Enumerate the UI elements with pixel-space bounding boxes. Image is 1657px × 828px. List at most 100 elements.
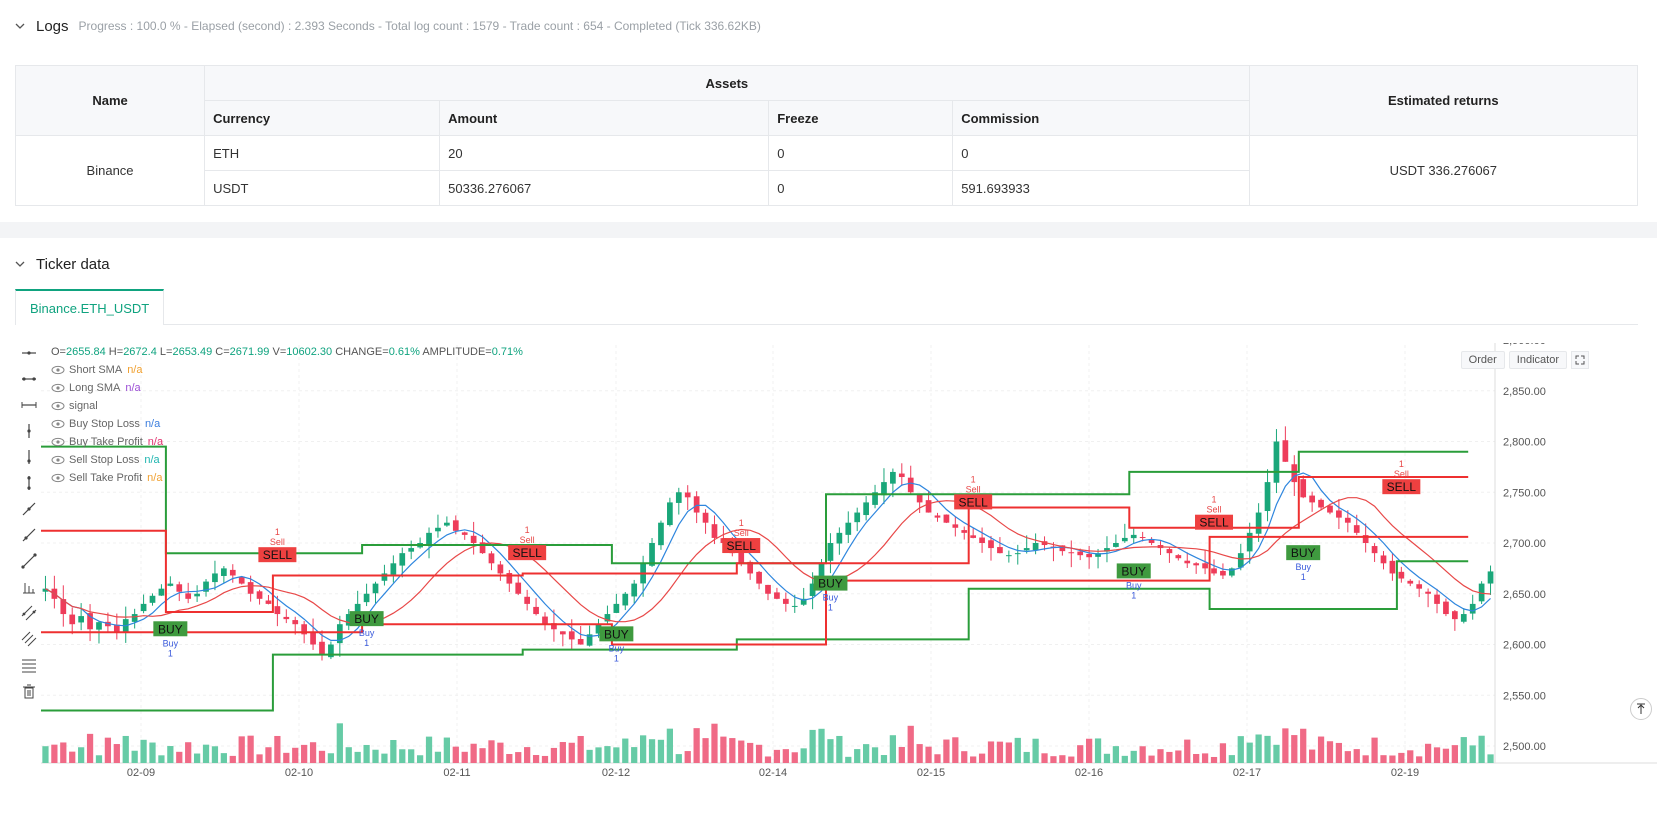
volume-bar: [657, 739, 665, 763]
price-range-icon[interactable]: [19, 577, 39, 597]
ohlc-value: 0.71%: [491, 346, 523, 358]
volume-bar: [925, 746, 932, 763]
eye-icon[interactable]: [51, 383, 65, 393]
candle-body: [1309, 495, 1315, 503]
indicator-legend-row[interactable]: Sell Stop Loss n/a: [51, 451, 523, 469]
indicator-legend-row[interactable]: Buy Stop Loss n/a: [51, 415, 523, 433]
candle-body: [756, 571, 762, 584]
indicator-legend-row[interactable]: Sell Take Profit n/a: [51, 469, 523, 487]
vertical-ray-icon[interactable]: [19, 447, 39, 467]
volume-bar: [961, 751, 968, 763]
fullscreen-icon[interactable]: [1571, 351, 1589, 369]
candle-body: [1246, 532, 1253, 552]
candle-body: [809, 583, 816, 596]
indicator-legend-row[interactable]: Buy Take Profit n/a: [51, 433, 523, 451]
segment-line-icon[interactable]: [19, 551, 39, 571]
candle-body: [229, 569, 236, 576]
candle-body: [274, 606, 281, 615]
horizontal-line-icon[interactable]: [19, 343, 39, 363]
indicator-button[interactable]: Indicator: [1508, 351, 1567, 369]
volume-bar: [86, 733, 94, 763]
volume-bar: [880, 755, 888, 763]
volume-bar: [292, 747, 299, 763]
candle-body: [265, 600, 272, 604]
candle-body: [1264, 482, 1271, 512]
vertical-segment-icon[interactable]: [19, 473, 39, 493]
volume-bar: [78, 747, 85, 763]
volume-bar: [943, 739, 950, 763]
sell-order-qty: 1: [275, 527, 280, 537]
buy-order-qty: 1: [1131, 590, 1136, 600]
volume-bar: [1317, 736, 1325, 763]
eye-icon[interactable]: [51, 437, 65, 447]
volume-bar: [1094, 738, 1102, 763]
volume-bar: [1380, 755, 1387, 763]
scroll-to-latest-icon[interactable]: [1630, 698, 1652, 720]
extended-line-icon[interactable]: [19, 395, 39, 415]
candle-body: [1443, 601, 1449, 615]
volume-bar: [1014, 737, 1021, 763]
eye-icon[interactable]: [51, 419, 65, 429]
volume-bar: [747, 742, 754, 763]
candle-body: [1014, 553, 1021, 555]
trend-line-icon[interactable]: [19, 499, 39, 519]
tab-binance-eth-usdt[interactable]: Binance.ETH_USDT: [15, 289, 165, 325]
ray-line-icon[interactable]: [19, 525, 39, 545]
volume-bar: [916, 744, 923, 763]
candle-body: [631, 583, 638, 597]
ticker-tab-bar: Binance.ETH_USDT: [15, 289, 1638, 325]
chart-area[interactable]: O=2655.84 H=2672.4 L=2653.49 C=2671.99 V…: [15, 343, 1657, 828]
fibonacci-icon[interactable]: [19, 655, 39, 675]
eye-icon[interactable]: [51, 401, 65, 411]
volume-bar: [1103, 753, 1111, 763]
buy-order-qty: 1: [1301, 572, 1306, 582]
sell-order-qty: 1: [525, 525, 530, 535]
candle-body: [1032, 543, 1039, 551]
vertical-line-icon[interactable]: [19, 421, 39, 441]
volume-bar: [613, 747, 620, 763]
volume-bar: [425, 736, 433, 763]
candle-body: [595, 624, 602, 634]
candle-body: [42, 588, 49, 592]
volume-bar: [1389, 755, 1396, 763]
indicator-legend-row[interactable]: signal: [51, 397, 523, 415]
chevron-down-icon[interactable]: [14, 20, 26, 32]
candle-body: [1318, 499, 1324, 508]
pitchfork-icon[interactable]: [19, 629, 39, 649]
candle-body: [1023, 548, 1030, 551]
assets-table: Name Assets Estimated returns Currency A…: [14, 65, 1639, 206]
chevron-down-icon[interactable]: [14, 258, 26, 270]
candle-body: [140, 603, 147, 612]
volume-bar: [42, 746, 49, 763]
sell-order-qty: 1: [739, 518, 744, 528]
buy-order-label: Buy: [163, 638, 179, 648]
trash-icon[interactable]: [19, 681, 39, 701]
volume-bar: [720, 736, 727, 763]
buy-order-label: Buy: [1295, 562, 1311, 572]
indicator-value: n/a: [147, 436, 164, 448]
indicator-legend-row[interactable]: Short SMA n/a: [51, 361, 523, 379]
order-button[interactable]: Order: [1460, 351, 1505, 369]
freeze-cell: 0: [768, 135, 954, 171]
volume-bar: [889, 735, 897, 763]
price-chart[interactable]: 2,900.00 2,850.00 2,800.00 2,750.00 2,700.00…: [15, 343, 1657, 828]
eye-icon[interactable]: [51, 365, 65, 375]
stop-loss-line: [41, 560, 1469, 712]
volume-bar: [69, 751, 76, 763]
buy-signal-box: [1286, 545, 1321, 561]
indicator-legend-row[interactable]: Long SMA n/a: [51, 379, 523, 397]
x-tick-label: 02-17: [1233, 767, 1261, 779]
parallel-channel-icon[interactable]: [19, 603, 39, 623]
eye-icon[interactable]: [51, 455, 65, 465]
horizontal-ray-icon[interactable]: [19, 369, 39, 389]
volume-bar: [1193, 753, 1200, 763]
candle-body: [738, 551, 745, 564]
candle-body: [328, 644, 334, 658]
candle-body: [800, 598, 807, 605]
candle-body: [131, 614, 138, 622]
volume-bar: [1148, 755, 1155, 763]
volume-bar: [845, 756, 852, 763]
eye-icon[interactable]: [51, 473, 65, 483]
buy-signal-box: [1116, 563, 1151, 579]
ohlc-key: O=: [51, 346, 66, 358]
